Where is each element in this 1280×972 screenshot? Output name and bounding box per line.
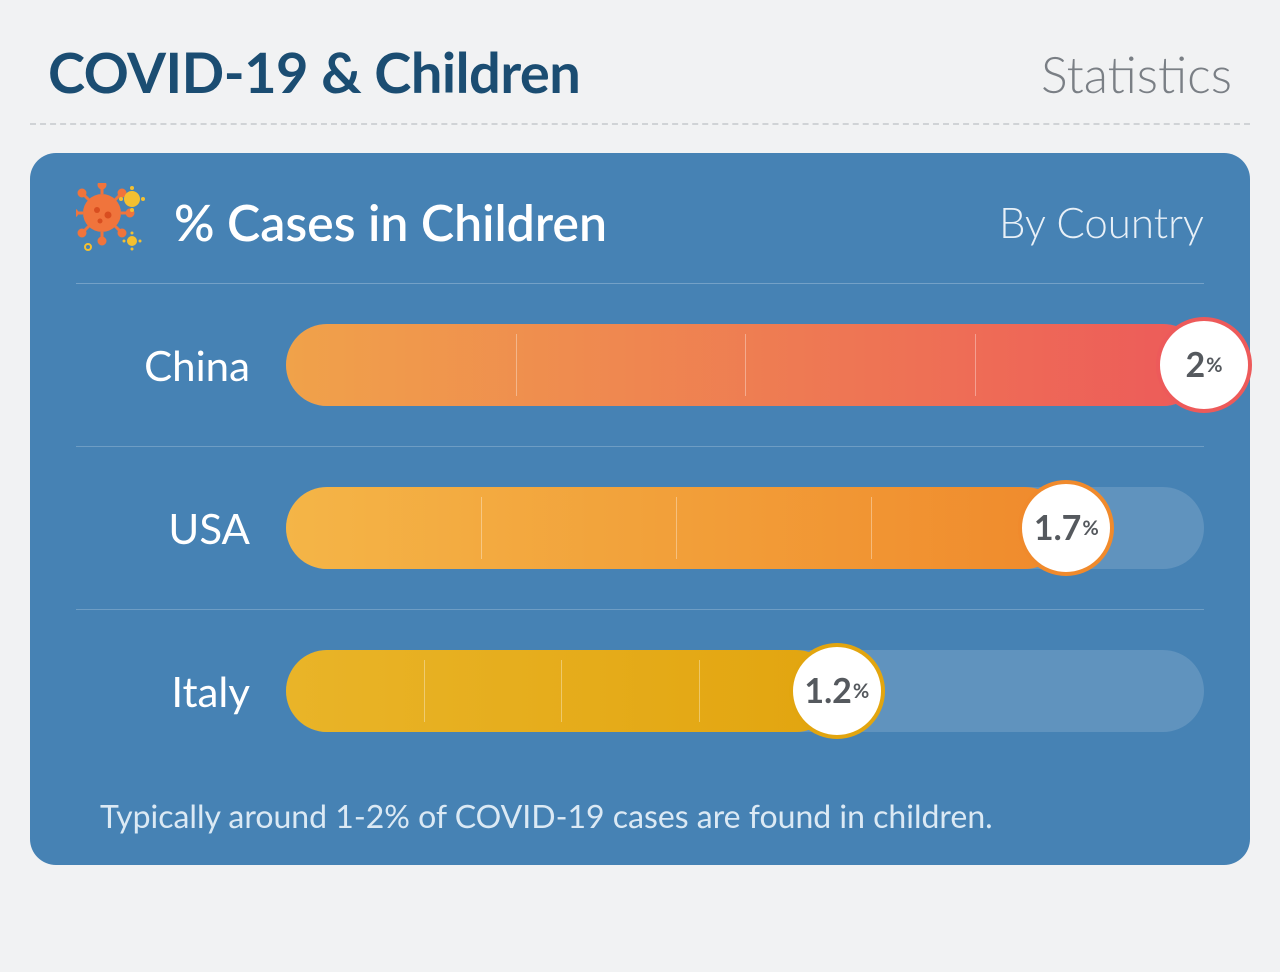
virus-icon: [76, 183, 154, 261]
row-label: China: [76, 340, 286, 390]
page-title: COVID-19 & Children: [48, 38, 580, 105]
percent-symbol: %: [1082, 516, 1098, 540]
bar-segment-divider: [676, 497, 677, 559]
stats-card: % Cases in Children By Country China2%US…: [30, 153, 1250, 865]
bar-segment-divider: [561, 660, 562, 722]
chart-row: Italy1.2%: [76, 610, 1204, 772]
value-badge: 1.7%: [1018, 480, 1114, 576]
row-label: Italy: [76, 666, 286, 716]
bar-track: 1.7%: [286, 487, 1204, 569]
value-text: 2: [1185, 348, 1205, 382]
bar-segment-divider: [481, 497, 482, 559]
footnote: Typically around 1-2% of COVID-19 cases …: [30, 772, 1250, 835]
chart-row: USA1.7%: [76, 447, 1204, 610]
bar-fill: [286, 487, 1066, 569]
value-text: 1.7: [1034, 511, 1082, 545]
bar-segment-divider: [871, 497, 872, 559]
bar-segment-divider: [745, 334, 746, 396]
percent-symbol: %: [1206, 353, 1222, 377]
page-header: COVID-19 & Children Statistics: [30, 38, 1250, 125]
card-title: % Cases in Children: [174, 192, 607, 252]
bar-segment-divider: [424, 660, 425, 722]
bar-segment-divider: [975, 334, 976, 396]
bar-track: 2%: [286, 324, 1204, 406]
bar-segment-divider: [699, 660, 700, 722]
bar-track: 1.2%: [286, 650, 1204, 732]
value-badge: 1.2%: [789, 643, 885, 739]
card-title-group: % Cases in Children: [76, 183, 607, 261]
card-subtitle: By Country: [999, 197, 1204, 247]
chart-row: China2%: [76, 284, 1204, 447]
percent-symbol: %: [853, 679, 869, 703]
value-badge: 2%: [1156, 317, 1252, 413]
chart-rows: China2%USA1.7%Italy1.2%: [30, 284, 1250, 772]
bar-segment-divider: [516, 334, 517, 396]
value-text: 1.2: [804, 674, 852, 708]
page-subtitle: Statistics: [1041, 44, 1232, 104]
row-label: USA: [76, 503, 286, 553]
bar-fill: [286, 324, 1204, 406]
bar-fill: [286, 650, 837, 732]
card-header: % Cases in Children By Country: [76, 153, 1204, 284]
